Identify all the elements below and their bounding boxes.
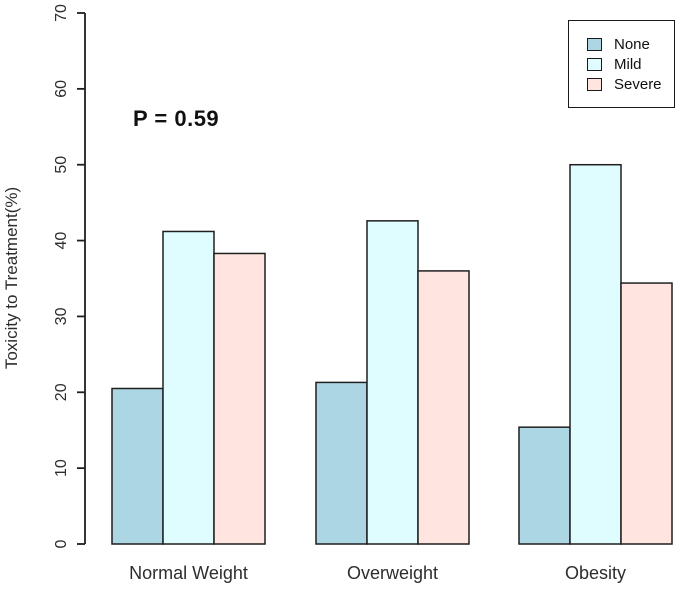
legend-item-severe: Severe [587, 77, 674, 92]
legend-label-mild: Mild [614, 55, 642, 73]
x-category-label-normal-weight: Normal Weight [129, 563, 248, 583]
legend-swatch-none [587, 37, 602, 51]
x-category-label-overweight: Overweight [346, 563, 439, 583]
y-tick-label: 10 [53, 459, 70, 477]
legend-label-none: None [614, 35, 650, 53]
bar-none-1 [315, 381, 368, 545]
y-tick-label: 50 [53, 156, 70, 174]
p-value-annotation: P = 0.59 [133, 106, 220, 131]
bar-none-2 [518, 426, 571, 545]
y-tick-label: 20 [53, 383, 70, 401]
y-tick-label: 70 [53, 4, 70, 22]
bar-severe-0 [213, 252, 266, 545]
bar-mild-2 [569, 163, 622, 545]
y-tick-label: 30 [53, 307, 70, 325]
y-axis-title: Toxicity to Treatment(%) [2, 186, 21, 370]
y-tick-label: 0 [53, 539, 70, 548]
legend: None Mild Severe [568, 20, 675, 108]
x-category-label-obesity: Obesity [564, 563, 627, 583]
y-tick-label: 40 [53, 232, 70, 250]
y-tick-label: 60 [53, 80, 70, 98]
bar-severe-1 [417, 270, 470, 545]
legend-item-none: None [587, 37, 674, 52]
bar-severe-2 [620, 282, 673, 545]
bar-mild-1 [366, 220, 419, 545]
legend-swatch-severe [587, 77, 602, 91]
bar-none-0 [111, 387, 164, 545]
legend-label-severe: Severe [614, 75, 662, 93]
bar-mild-0 [162, 230, 215, 545]
legend-swatch-mild [587, 57, 602, 71]
legend-item-mild: Mild [587, 57, 674, 72]
